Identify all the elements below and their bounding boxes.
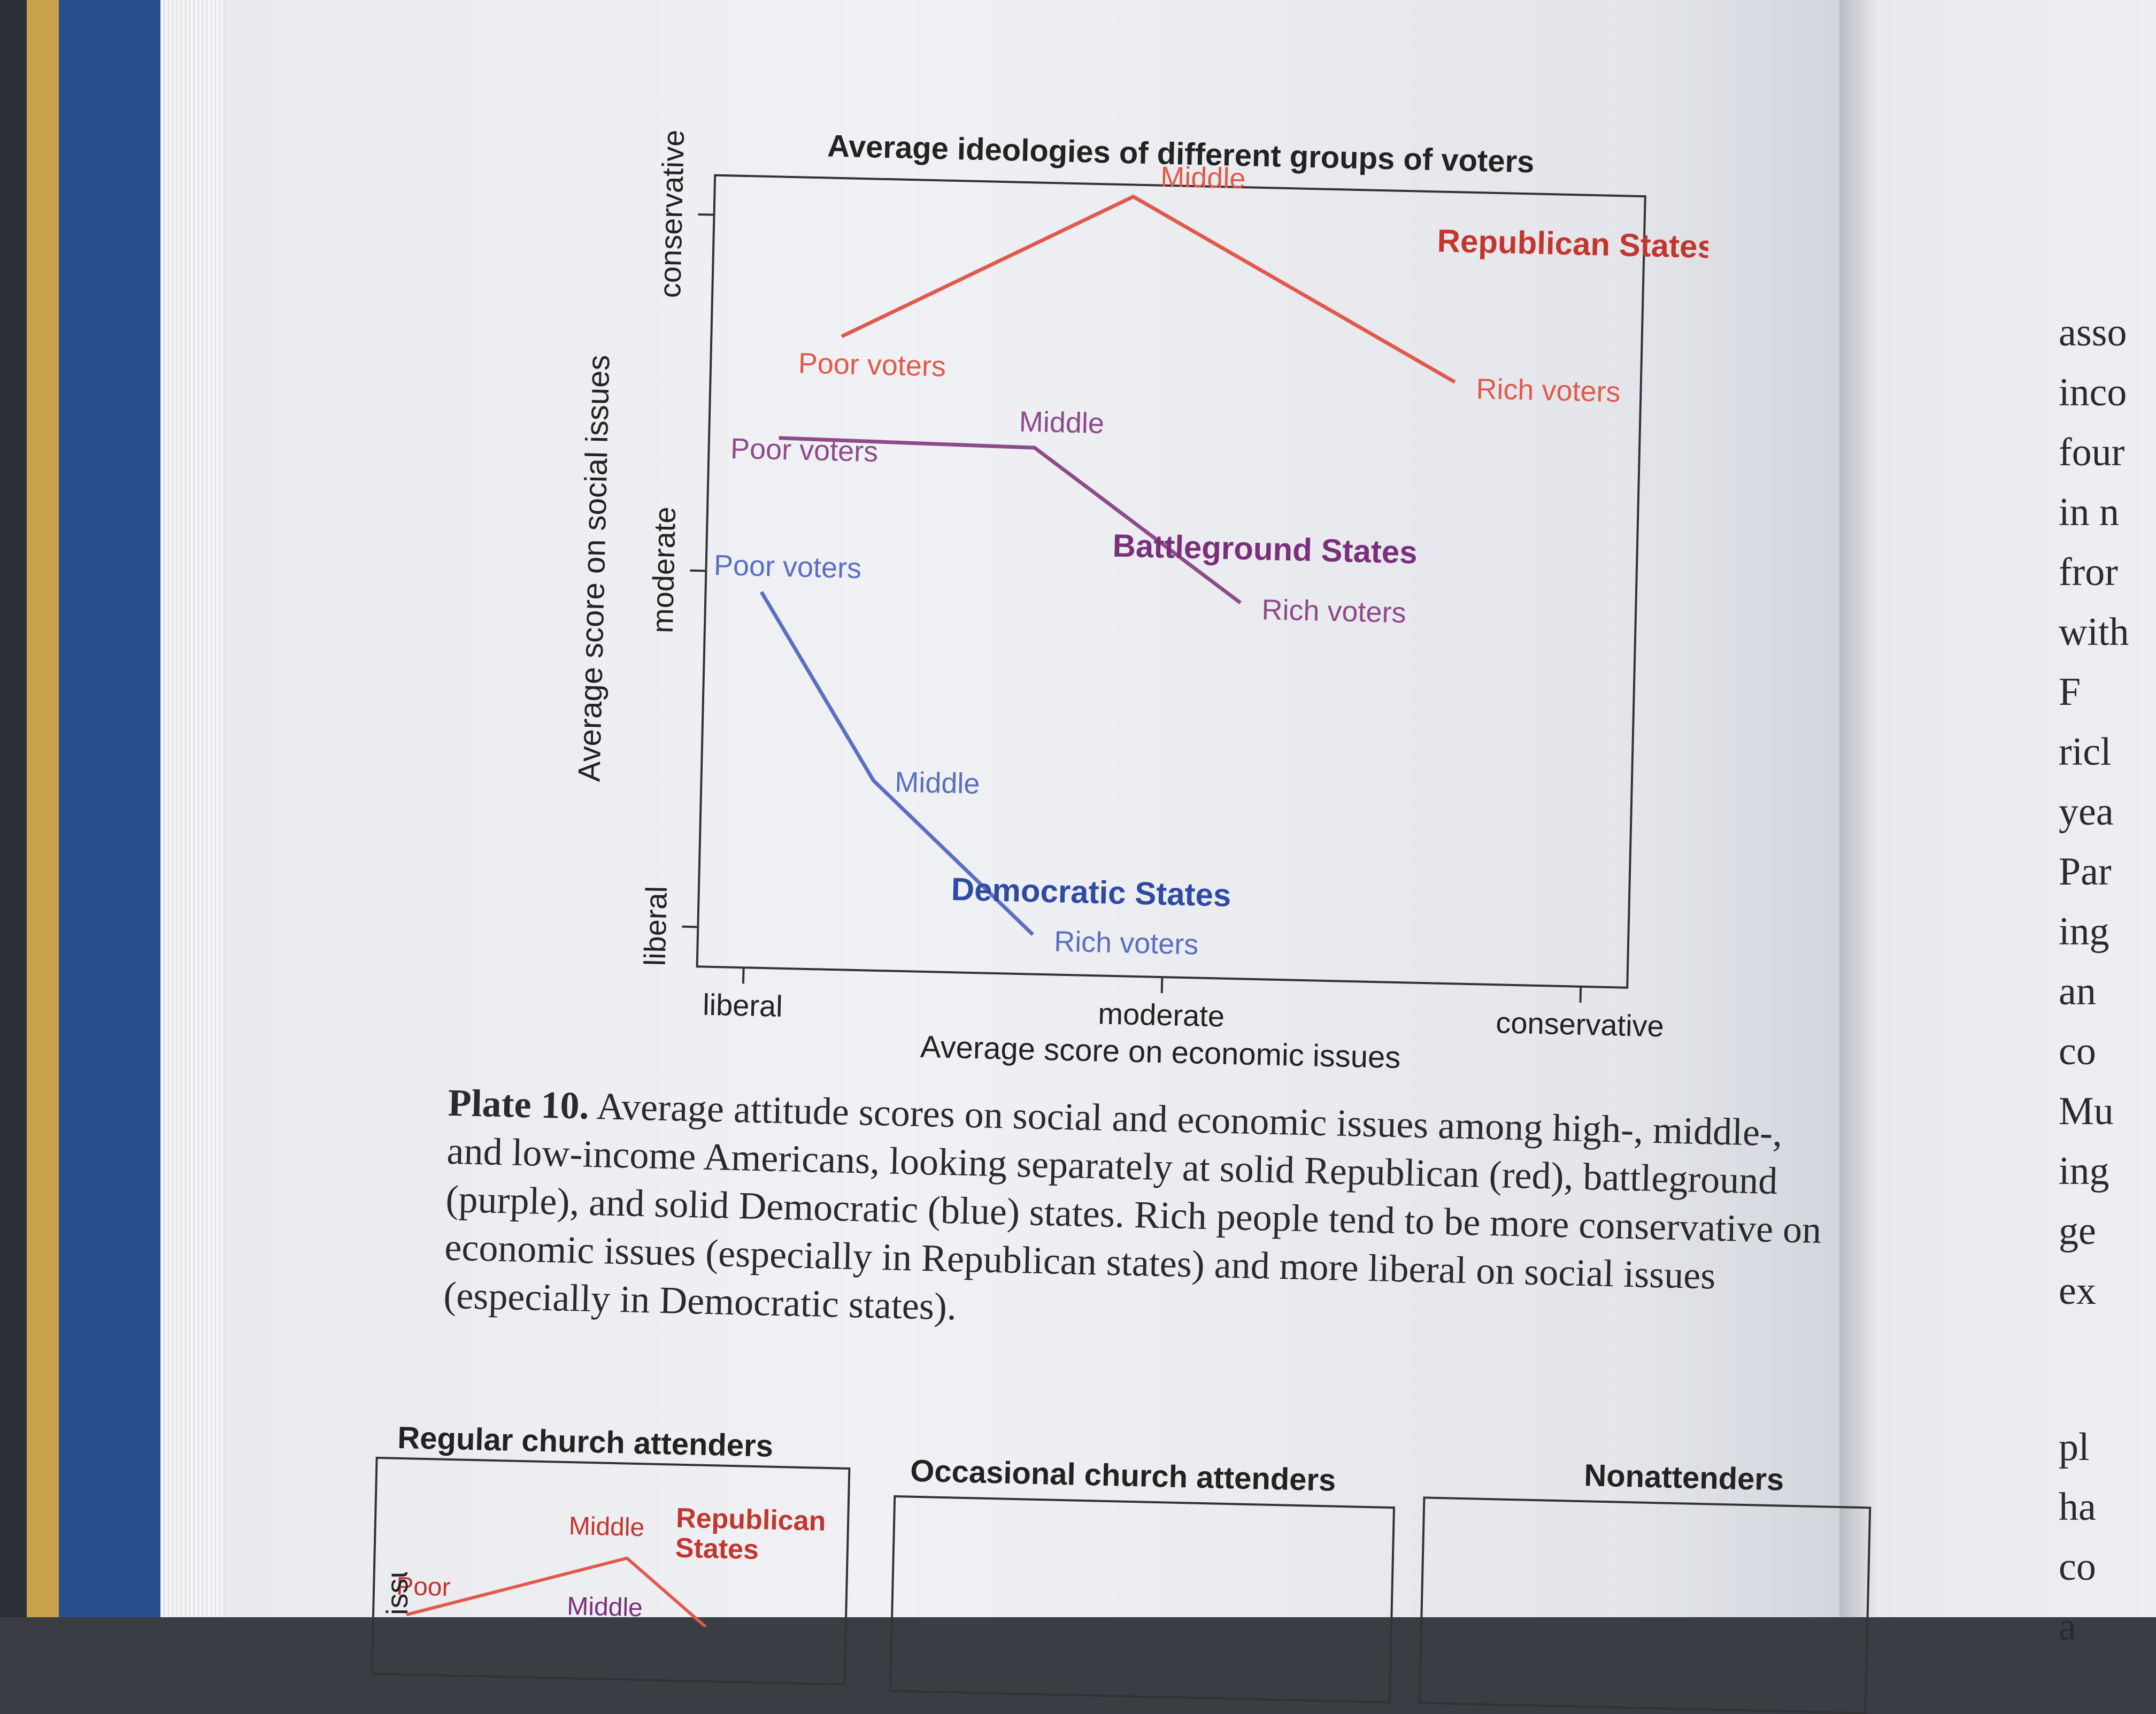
x-axis-label: Average score on economic issues <box>920 1029 1401 1075</box>
facing-page-word: pl <box>2059 1425 2090 1469</box>
panel-label-middle: Middle <box>568 1512 645 1542</box>
panel-regular: Middle Republican States Poor Middle <box>371 1456 851 1686</box>
y-axis-label: Average score on social issues <box>572 355 616 782</box>
next-figure-axis-label: issues <box>380 1572 414 1615</box>
x-tick-mark <box>742 967 745 984</box>
facing-page-word: ex <box>2059 1269 2096 1313</box>
x-tick-label: moderate <box>1098 996 1225 1033</box>
point-label: Middle <box>1160 161 1246 195</box>
point-label: Middle <box>895 766 980 800</box>
plate-caption: Plate 10. Average attitude scores on soc… <box>443 1079 1839 1351</box>
series-line-battleground-states <box>779 436 1242 604</box>
point-label: Rich voters <box>1476 373 1621 408</box>
facing-page-word: a <box>2059 1605 2076 1649</box>
facing-page-word: Mu <box>2059 1089 2114 1133</box>
facing-page-word: yea <box>2059 790 2114 834</box>
y-tick-label: moderate <box>645 506 682 634</box>
point-label: Rich voters <box>1054 925 1199 960</box>
series-line-republican-states <box>841 194 1456 384</box>
facing-page-word: an <box>2059 970 2096 1013</box>
x-tick-label: conservative <box>1496 1005 1665 1043</box>
caption-text: Average attitude scores on social and ec… <box>443 1085 1822 1328</box>
caption-plate-number: Plate 10. <box>447 1081 590 1127</box>
page-content: Average ideologies of different groups o… <box>371 107 1872 1714</box>
series-name-label: Democratic States <box>951 871 1231 913</box>
ideology-chart: Average ideologies of different groups o… <box>572 128 1711 1075</box>
left-page <box>225 0 1882 1617</box>
series-line-democratic-states <box>759 591 1034 936</box>
series-name-label: Republican States <box>1437 223 1711 265</box>
facing-page-word: ing <box>2059 1149 2109 1193</box>
facing-page-word: F <box>2059 670 2081 714</box>
facing-page-word: with <box>2059 610 2129 654</box>
facing-page-word: co <box>2059 1545 2096 1589</box>
point-label: Rich voters <box>1261 594 1406 629</box>
point-label: Poor voters <box>730 433 878 468</box>
facing-page-word: ing <box>2059 910 2109 954</box>
y-tick-label: liberal <box>638 886 673 966</box>
facing-page-word: in n <box>2059 490 2120 534</box>
facing-page-word: fror <box>2059 550 2118 594</box>
next-figure-axis-fragment: issues <box>374 1572 417 1617</box>
point-label: Poor voters <box>713 549 861 585</box>
page-stack-edge <box>160 0 230 1617</box>
panel-regular-lines <box>406 1556 707 1628</box>
facing-page-word: four <box>2059 431 2125 474</box>
panel-occasional <box>889 1495 1396 1704</box>
facing-page-word: inco <box>2059 371 2127 414</box>
facing-page-word: asso <box>2059 311 2127 355</box>
series-name-label: Battleground States <box>1112 528 1418 571</box>
facing-page-word: co <box>2059 1029 2096 1073</box>
panel-label-middle-2: Middle <box>566 1592 643 1623</box>
point-label: Poor voters <box>798 347 946 382</box>
x-tick-label: liberal <box>703 988 783 1023</box>
facing-page-word: ricl <box>2059 730 2112 774</box>
y-tick-label: conservative <box>653 129 690 298</box>
facing-page-word: ha <box>2059 1485 2096 1529</box>
y-tick-mark <box>698 213 714 216</box>
facing-page-word: ge <box>2059 1209 2096 1253</box>
panel-title-occasional: Occasional church attenders <box>910 1453 1337 1498</box>
panel-title-nonattenders: Nonattenders <box>1583 1458 1784 1497</box>
book-cover-edge <box>0 0 160 1617</box>
panel-label-republican: Republican States <box>675 1502 827 1566</box>
facing-page-word: Par <box>2059 850 2112 894</box>
point-label: Middle <box>1019 406 1104 440</box>
panel-nonattenders <box>1418 1496 1872 1714</box>
